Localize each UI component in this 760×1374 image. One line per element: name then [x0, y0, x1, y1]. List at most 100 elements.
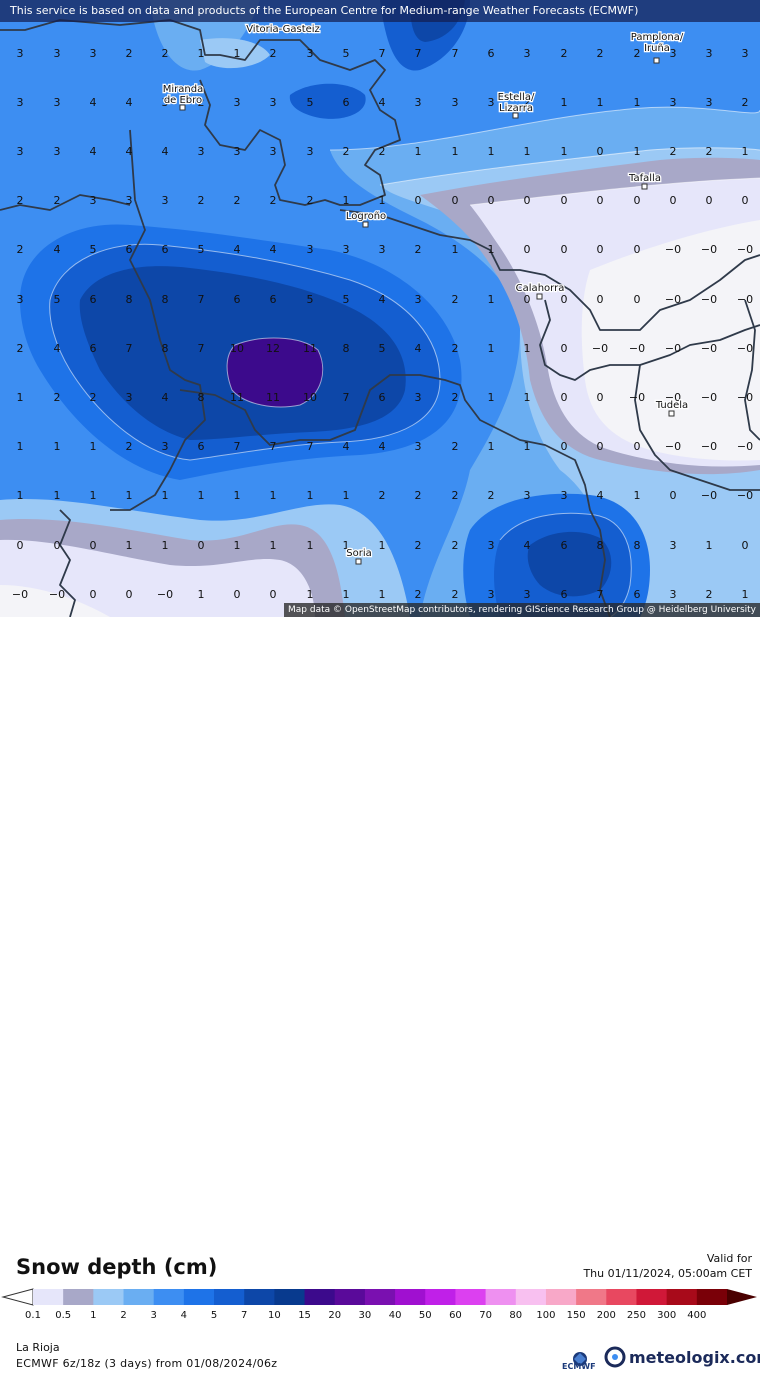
grid-value: 3	[706, 47, 713, 60]
grid-value: 1	[742, 588, 749, 601]
grid-value: 0	[634, 194, 641, 207]
grid-value: 3	[561, 489, 568, 502]
legend-swatch	[274, 1289, 306, 1305]
grid-value: 4	[524, 539, 531, 552]
grid-value: 8	[162, 342, 169, 355]
legend-label: 2	[120, 1310, 126, 1321]
city-marker-logrono	[362, 221, 369, 228]
grid-value: 3	[524, 489, 531, 502]
legend-swatch	[425, 1289, 456, 1305]
grid-value: 1	[488, 243, 495, 256]
grid-value: −0	[629, 391, 645, 404]
city-marker-tafalla	[641, 183, 648, 190]
grid-value: 0	[634, 243, 641, 256]
grid-value: 11	[230, 391, 244, 404]
legend-label: 150	[567, 1310, 586, 1321]
grid-value: 1	[54, 440, 61, 453]
grid-value: 0	[524, 293, 531, 306]
grid-value: 8	[343, 342, 350, 355]
legend-label: 70	[479, 1310, 492, 1321]
grid-value: 6	[162, 243, 169, 256]
grid-value: 2	[452, 293, 459, 306]
grid-value: 0	[524, 243, 531, 256]
grid-value: 2	[488, 489, 495, 502]
grid-value: 1	[343, 194, 350, 207]
legend-swatch	[93, 1289, 125, 1305]
city-label-calahorra: Calahorra	[516, 283, 565, 294]
contour-lines	[49, 106, 760, 617]
grid-value: 5	[343, 293, 350, 306]
grid-value: 4	[162, 391, 169, 404]
legend-label: 20	[328, 1310, 341, 1321]
map-attribution[interactable]: Map data © OpenStreetMap contributors, r…	[284, 603, 760, 617]
grid-value: 1	[452, 145, 459, 158]
grid-value: 3	[488, 96, 495, 109]
grid-value: 4	[126, 96, 133, 109]
legend-swatch	[214, 1289, 245, 1305]
grid-value: 3	[162, 440, 169, 453]
legend-label: 0.5	[55, 1310, 71, 1321]
grid-value: 0	[597, 194, 604, 207]
legend-arrow-left	[1, 1288, 34, 1306]
grid-value: −0	[737, 243, 753, 256]
grid-value: 2	[90, 391, 97, 404]
city-tafalla: Tafalla	[627, 172, 662, 190]
grid-value: −0	[701, 440, 717, 453]
grid-value: −0	[701, 293, 717, 306]
grid-value: 3	[234, 96, 241, 109]
legend-label: 4	[181, 1310, 187, 1321]
legend-label: 250	[627, 1310, 646, 1321]
grid-value: 1	[307, 489, 314, 502]
legend-swatch	[183, 1289, 215, 1305]
legend-label: 5	[211, 1310, 217, 1321]
grid-value: 1	[90, 489, 97, 502]
grid-value: 0	[597, 243, 604, 256]
grid-value: 5	[379, 342, 386, 355]
grid-value: 7	[597, 588, 604, 601]
grid-value: 3	[307, 243, 314, 256]
grid-value: −0	[157, 588, 173, 601]
grid-value: 7	[270, 440, 277, 453]
grid-value: −0	[701, 391, 717, 404]
grid-value: 1	[634, 489, 641, 502]
grid-value: 0	[597, 145, 604, 158]
legend-label: 80	[509, 1310, 522, 1321]
grid-value: 8	[198, 391, 205, 404]
region-name: La Rioja	[16, 1341, 60, 1354]
legend-swatch	[153, 1289, 185, 1305]
city-label-vitoria-gasteiz: Vitoria-Gasteiz	[246, 24, 320, 35]
meteologix-globe-icon	[604, 1346, 626, 1368]
grid-value: −0	[665, 440, 681, 453]
grid-value: 3	[670, 539, 677, 552]
grid-value: 2	[415, 588, 422, 601]
shading-south-lightest	[0, 539, 315, 617]
city-logrono: Logroño	[345, 210, 387, 228]
grid-value: 8	[162, 293, 169, 306]
legend-swatch	[304, 1289, 336, 1305]
grid-value: −0	[665, 293, 681, 306]
grid-value: −0	[665, 243, 681, 256]
legend-swatch	[33, 1289, 64, 1305]
grid-value: 1	[198, 588, 205, 601]
grid-value: 1	[415, 145, 422, 158]
grid-value: 7	[379, 47, 386, 60]
grid-value: 2	[270, 194, 277, 207]
grid-value: 2	[634, 47, 641, 60]
grid-value: 1	[561, 145, 568, 158]
grid-value: 2	[198, 194, 205, 207]
city-label-tafalla: Tafalla	[628, 173, 661, 184]
grid-value: 1	[234, 489, 241, 502]
grid-value: 8	[634, 539, 641, 552]
legend-footer: Snow depth (cm) Valid for Thu 01/11/2024…	[0, 617, 760, 1371]
grid-value: 2	[452, 539, 459, 552]
legend-label: 60	[449, 1310, 462, 1321]
grid-value: 3	[379, 243, 386, 256]
meteologix-logo[interactable]: meteologix.com	[604, 1345, 760, 1369]
grid-value: 1	[488, 440, 495, 453]
legend-swatch	[576, 1289, 607, 1305]
grid-value: 6	[270, 293, 277, 306]
grid-value: 6	[198, 440, 205, 453]
legend-swatch	[515, 1289, 547, 1305]
grid-value: −0	[701, 342, 717, 355]
